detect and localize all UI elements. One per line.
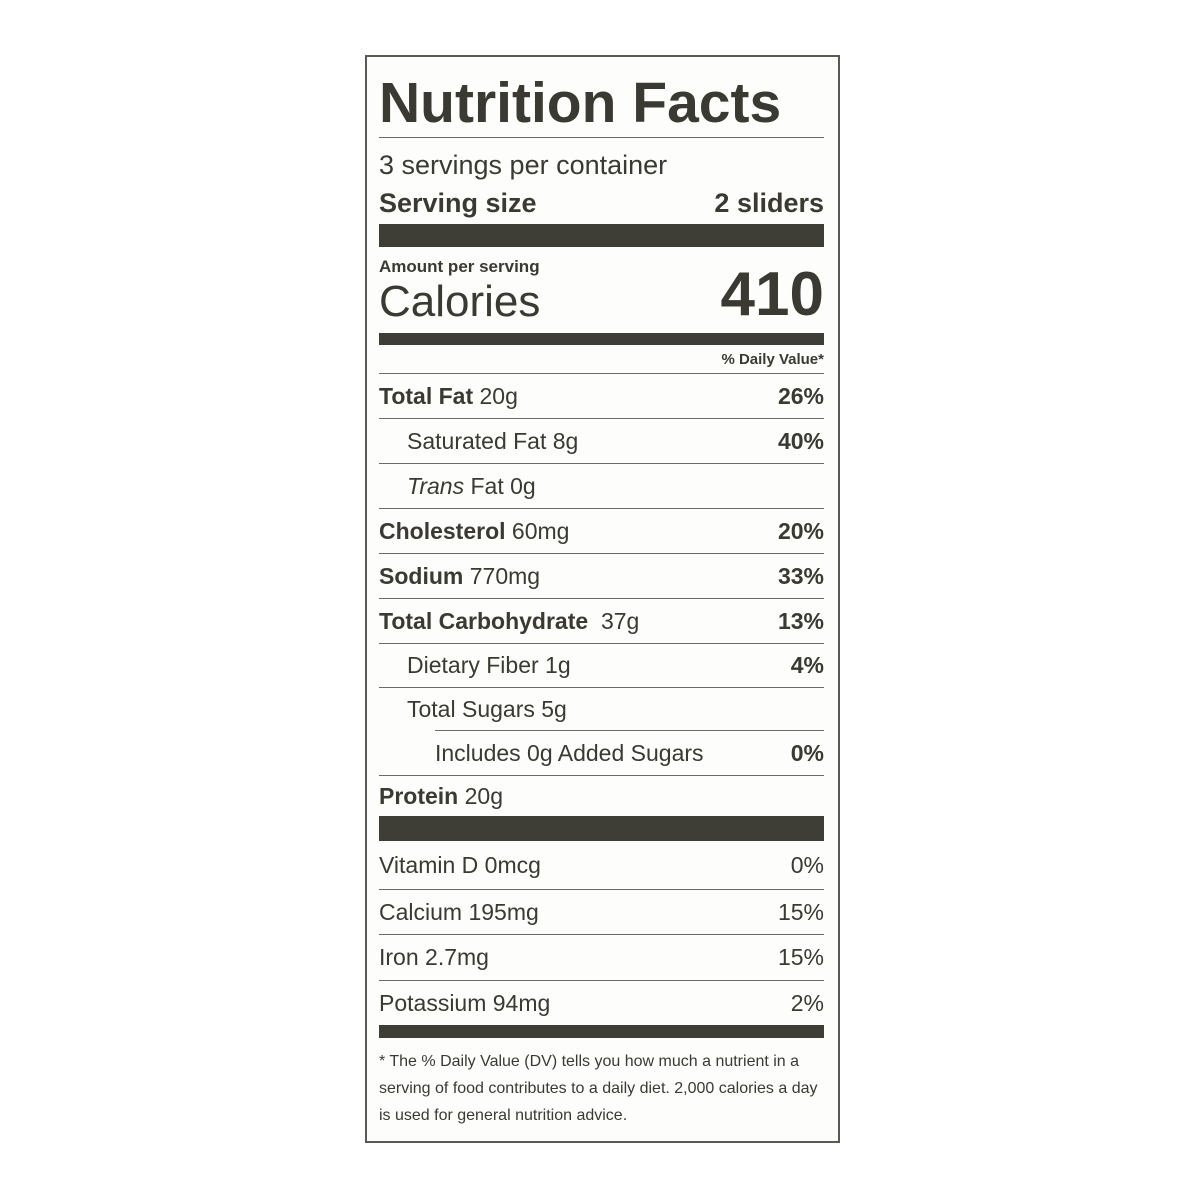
nutrient-row-total-fat: Total Fat 20g 26% (379, 382, 824, 409)
thick-divider (379, 816, 824, 841)
vitamin-row: Iron 2.7mg 15% (379, 944, 824, 970)
nutrient-row-saturated-fat: Saturated Fat 8g 40% (407, 427, 824, 454)
medium-divider (379, 1025, 824, 1038)
nutrient-row-total-sugars: Total Sugars 5g (407, 695, 567, 722)
dv-header: % Daily Value* (721, 351, 824, 368)
nutrient-row-protein: Protein 20g (379, 782, 503, 809)
amount-per-serving: Amount per serving (379, 257, 540, 276)
medium-divider (379, 333, 824, 345)
nutrient-row-cholesterol: Cholesterol 60mg 20% (379, 517, 824, 544)
thick-divider (379, 224, 824, 247)
nutrient-row-dietary-fiber: Dietary Fiber 1g 4% (407, 652, 824, 678)
serving-size-row: Serving size 2 sliders (379, 187, 824, 218)
vitamin-row: Calcium 195mg 15% (379, 898, 824, 925)
vitamin-row: Vitamin D 0mcg 0% (379, 851, 824, 878)
label-title: Nutrition Facts (379, 71, 782, 135)
nutrient-row-added-sugars: Includes 0g Added Sugars 0% (435, 739, 824, 766)
nutrient-row-trans-fat: Trans Fat 0g (407, 472, 536, 499)
calories-row: Calories 410 (379, 259, 824, 329)
nutrition-facts-label: Nutrition Facts 3 servings per container… (365, 55, 840, 1143)
vitamin-row: Potassium 94mg 2% (379, 989, 824, 1016)
nutrient-row-total-carbohydrate: Total Carbohydrate 37g 13% (379, 607, 824, 634)
divider (379, 137, 824, 138)
nutrient-row-sodium: Sodium 770mg 33% (379, 562, 824, 589)
footnote: * The % Daily Value (DV) tells you how m… (379, 1053, 818, 1124)
servings-per-container: 3 servings per container (379, 149, 668, 180)
